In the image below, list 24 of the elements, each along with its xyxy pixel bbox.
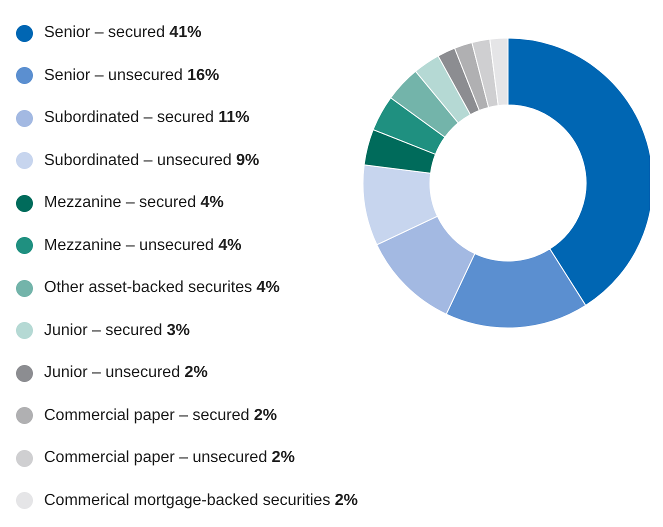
data-label: 2% xyxy=(252,406,277,424)
legend-label: Mezzanine – secured xyxy=(44,194,196,212)
data-label: 11% xyxy=(217,109,250,126)
data-label: 4% xyxy=(200,194,224,212)
legend-label: Subordinated – secured xyxy=(44,109,214,126)
legend-label: Commercial paper – unsecured xyxy=(44,449,268,466)
data-label: 4% xyxy=(256,279,280,296)
legend-label: Commercial paper – secured xyxy=(44,406,250,424)
legend-label: Junior – unsecured xyxy=(44,364,180,382)
legend-label: Senior – secured xyxy=(44,24,165,42)
data-label: 2% xyxy=(334,492,358,509)
data-label: 41% xyxy=(168,24,202,42)
legend-label: Junior – secured xyxy=(44,322,162,339)
data-label: 2% xyxy=(184,364,208,382)
data-label: 2% xyxy=(270,449,295,466)
legend-label: Commerical mortgage-backed securities xyxy=(44,492,330,509)
legend-label: Mezzanine – unsecured xyxy=(44,236,214,254)
legend-label: Subordinated – unsecured xyxy=(44,152,232,169)
data-label: 16% xyxy=(186,66,220,84)
legend-label: Other asset-backed securites xyxy=(44,279,252,296)
data-label: 4% xyxy=(217,236,242,254)
data-label: 9% xyxy=(235,152,260,169)
legend-label: Senior – unsecured xyxy=(44,66,183,84)
data-label: 3% xyxy=(166,322,190,339)
